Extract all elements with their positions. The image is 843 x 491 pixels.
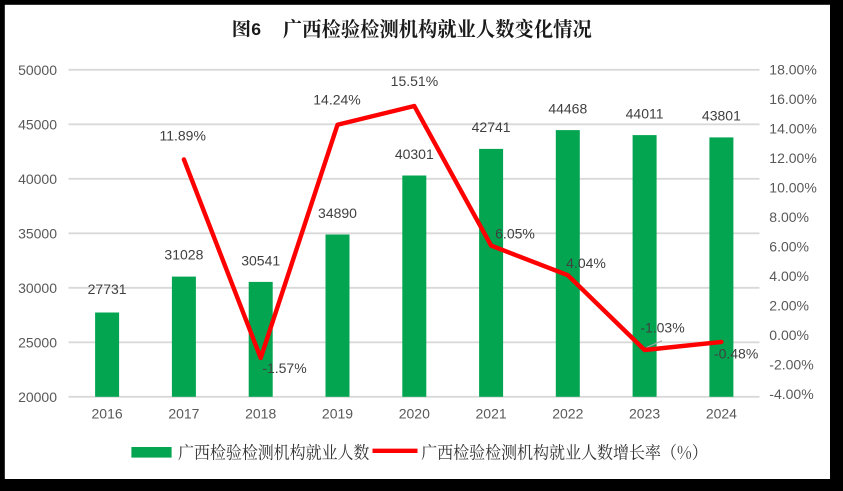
svg-text:12.00%: 12.00% bbox=[769, 150, 816, 166]
svg-text:6.05%: 6.05% bbox=[495, 225, 535, 241]
svg-text:-1.57%: -1.57% bbox=[262, 360, 306, 376]
svg-text:2.00%: 2.00% bbox=[769, 298, 809, 314]
svg-text:11.89%: 11.89% bbox=[159, 128, 205, 144]
svg-text:27731: 27731 bbox=[88, 281, 127, 297]
svg-text:16.00%: 16.00% bbox=[769, 91, 816, 107]
svg-text:25000: 25000 bbox=[18, 334, 57, 350]
svg-text:30541: 30541 bbox=[241, 253, 280, 269]
svg-text:2023: 2023 bbox=[629, 406, 660, 422]
svg-text:45000: 45000 bbox=[18, 116, 57, 132]
svg-text:50000: 50000 bbox=[18, 62, 57, 78]
svg-text:30000: 30000 bbox=[18, 280, 57, 296]
svg-text:4.00%: 4.00% bbox=[769, 268, 809, 284]
svg-text:8.00%: 8.00% bbox=[769, 209, 809, 225]
svg-text:43801: 43801 bbox=[702, 108, 741, 124]
svg-text:44011: 44011 bbox=[626, 105, 664, 121]
svg-text:40301: 40301 bbox=[395, 146, 434, 162]
svg-text:-1.03%: -1.03% bbox=[640, 320, 684, 336]
svg-text:2021: 2021 bbox=[476, 406, 507, 422]
svg-text:2020: 2020 bbox=[399, 406, 430, 422]
svg-text:18.00%: 18.00% bbox=[769, 62, 816, 78]
svg-text:44468: 44468 bbox=[548, 100, 587, 116]
svg-text:34890: 34890 bbox=[318, 205, 357, 221]
svg-text:2017: 2017 bbox=[168, 406, 199, 422]
svg-text:2024: 2024 bbox=[706, 406, 737, 422]
svg-text:14.00%: 14.00% bbox=[769, 121, 816, 137]
svg-text:40000: 40000 bbox=[18, 171, 57, 187]
svg-text:14.24%: 14.24% bbox=[313, 91, 360, 107]
svg-text:20000: 20000 bbox=[18, 389, 57, 405]
svg-text:-2.00%: -2.00% bbox=[769, 357, 813, 373]
svg-text:2019: 2019 bbox=[322, 406, 353, 422]
svg-text:42741: 42741 bbox=[472, 119, 511, 135]
svg-text:2022: 2022 bbox=[552, 406, 583, 422]
svg-text:35000: 35000 bbox=[18, 225, 57, 241]
svg-text:4.04%: 4.04% bbox=[566, 255, 606, 271]
svg-text:6.00%: 6.00% bbox=[769, 239, 809, 255]
svg-text:0.00%: 0.00% bbox=[769, 327, 809, 343]
svg-text:2016: 2016 bbox=[92, 406, 123, 422]
svg-text:-4.00%: -4.00% bbox=[769, 386, 813, 402]
svg-text:15.51%: 15.51% bbox=[391, 73, 438, 89]
svg-text:2018: 2018 bbox=[245, 406, 276, 422]
svg-text:31028: 31028 bbox=[164, 246, 203, 262]
svg-text:10.00%: 10.00% bbox=[769, 180, 816, 196]
svg-text:-0.48%: -0.48% bbox=[714, 345, 758, 361]
